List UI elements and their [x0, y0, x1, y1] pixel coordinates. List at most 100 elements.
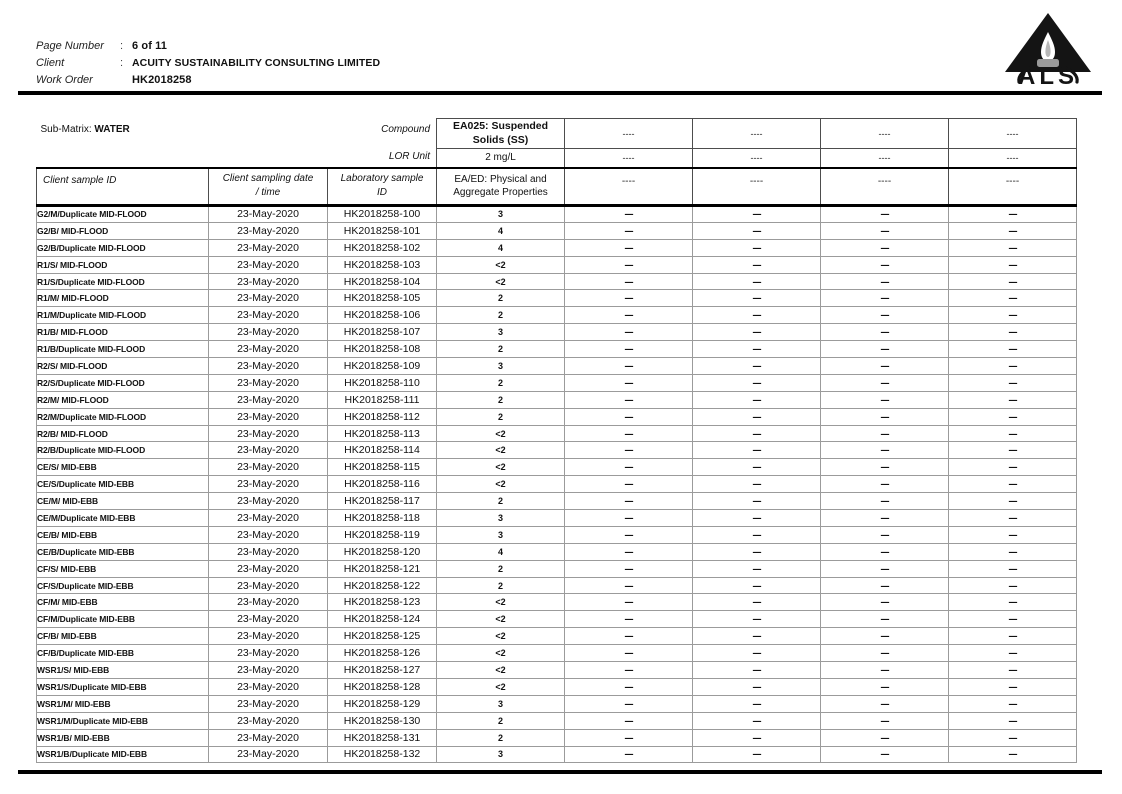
- empty-result-cell: ----: [820, 509, 950, 527]
- client-sample-id-cell: WSR1/M/Duplicate MID-EBB: [36, 711, 209, 730]
- empty-result-cell: ----: [564, 525, 694, 544]
- result-value-cell: 3: [436, 745, 566, 764]
- lab-sample-id-cell: HK2018258-121: [326, 559, 438, 578]
- client-sample-id-cell: R2/M/ MID-FLOOD: [36, 390, 209, 409]
- empty-result-cell: ----: [820, 728, 950, 747]
- table-row: CE/B/Duplicate MID-EBB 23-May-2020 HK20182…: [36, 542, 1078, 561]
- col-header-empty: ----: [820, 166, 950, 207]
- empty-result-cell: ----: [692, 407, 822, 426]
- empty-result-cell: ----: [564, 610, 694, 629]
- work-order-label: Work Order: [36, 74, 93, 86]
- client-sample-id-cell: CF/B/Duplicate MID-EBB: [36, 644, 209, 663]
- lab-sample-id-cell: HK2018258-105: [326, 289, 438, 308]
- page-number-row: Page Number : 6 of 11: [36, 40, 736, 57]
- table-row: CE/B/ MID-EBB 23-May-2020 HK2018258-119 3 --…: [36, 525, 1078, 544]
- page-number-label: Page Number: [36, 40, 104, 52]
- table-row: CE/M/ MID-EBB 23-May-2020 HK2018258-117 2 --…: [36, 492, 1078, 511]
- table-row: WSR1/S/ MID-EBB 23-May-2020 HK2018258-127 <…: [36, 661, 1078, 679]
- lor-unit-row: LOR Unit 2 mg/L ---- ---- ---- ----: [37, 148, 1078, 168]
- empty-result-cell: ----: [948, 255, 1078, 274]
- empty-result-cell: ----: [820, 542, 950, 561]
- client-sample-id-cell: WSR1/M/ MID-EBB: [36, 694, 209, 713]
- empty-result-cell: ----: [692, 238, 822, 257]
- sampling-date-cell: 23-May-2020: [208, 205, 328, 223]
- table-row: R2/M/ MID-FLOOD 23-May-2020 HK2018258-111 2…: [36, 390, 1078, 409]
- empty-result-cell: ----: [692, 559, 822, 578]
- empty-result-cell: ----: [692, 373, 822, 392]
- sampling-date-cell: 23-May-2020: [208, 357, 328, 375]
- sampling-date-cell: 23-May-2020: [208, 373, 328, 392]
- result-value-cell: 3: [436, 509, 566, 527]
- empty-result-cell: ----: [692, 340, 822, 359]
- client-sample-id-cell: CE/S/ MID-EBB: [36, 458, 209, 477]
- table-row: G2/M/Duplicate MID-FLOOD 23-May-2020 HK201…: [36, 205, 1078, 223]
- client-sample-id-cell: R2/S/ MID-FLOOD: [36, 357, 209, 375]
- empty-result-cell: ----: [948, 357, 1078, 375]
- empty-result-cell: ----: [948, 458, 1078, 477]
- empty-result-cell: ----: [564, 407, 694, 426]
- empty-result-cell: ----: [820, 610, 950, 629]
- empty-result-cell: ----: [692, 711, 822, 730]
- table-row: R1/B/ MID-FLOOD 23-May-2020 HK2018258-107 3…: [36, 323, 1078, 342]
- empty-result-cell: ----: [692, 576, 822, 595]
- sampling-date-cell: 23-May-2020: [208, 407, 328, 426]
- empty-result-cell: ----: [564, 711, 694, 730]
- result-value-cell: 4: [436, 542, 566, 561]
- lab-sample-id-cell: HK2018258-117: [326, 492, 438, 511]
- work-order-row: Work Order HK2018258: [36, 74, 736, 91]
- result-value-cell: 4: [436, 221, 566, 240]
- sampling-date-cell: 23-May-2020: [208, 627, 328, 646]
- empty-result-cell: ----: [948, 661, 1078, 679]
- compound-label: Compound: [381, 123, 431, 135]
- empty-result-cell: ----: [692, 357, 822, 375]
- sub-matrix-label: Sub-Matrix:: [40, 123, 92, 135]
- result-value-cell: 2: [436, 492, 566, 511]
- empty-result-cell: ----: [820, 272, 950, 291]
- lab-sample-id-cell: HK2018258-111: [326, 390, 438, 409]
- column-header-row: Client sample ID Client sampling date / …: [36, 166, 1078, 207]
- empty-result-cell: ----: [820, 644, 950, 663]
- empty-result-cell: ----: [692, 509, 822, 527]
- sampling-date-cell: 23-May-2020: [208, 644, 328, 663]
- header-divider: [18, 91, 1102, 95]
- table-row: CF/B/ MID-EBB 23-May-2020 HK2018258-125 <2-…: [36, 627, 1078, 646]
- lab-sample-id-cell: HK2018258-129: [326, 694, 438, 713]
- result-value-cell: 2: [436, 289, 566, 308]
- lab-sample-id-cell: HK2018258-124: [326, 610, 438, 629]
- empty-result-cell: ----: [692, 525, 822, 544]
- table-row: CE/M/Duplicate MID-EBB 23-May-2020 HK20182…: [36, 509, 1078, 527]
- empty-result-cell: ----: [564, 238, 694, 257]
- empty-result-cell: ----: [692, 424, 822, 443]
- empty-result-cell: ----: [948, 677, 1078, 696]
- empty-result-cell: ----: [948, 441, 1078, 460]
- result-value-cell: <2: [436, 627, 566, 646]
- sampling-date-cell: 23-May-2020: [208, 475, 328, 494]
- sampling-date-cell: 23-May-2020: [208, 711, 328, 730]
- sampling-date-cell: 23-May-2020: [208, 593, 328, 612]
- table-row: WSR1/S/Duplicate MID-EBB 23-May-2020 HK201…: [36, 677, 1078, 696]
- empty-result-cell: ----: [564, 373, 694, 392]
- lab-sample-id-cell: HK2018258-126: [326, 644, 438, 663]
- client-sample-id-cell: R1/M/Duplicate MID-FLOOD: [36, 306, 209, 325]
- empty-result-cell: ----: [948, 728, 1078, 747]
- client-sample-id-cell: R1/S/Duplicate MID-FLOOD: [36, 272, 209, 291]
- client-sample-id-cell: G2/B/ MID-FLOOD: [36, 221, 209, 240]
- client-label: Client: [36, 57, 65, 69]
- empty-result-cell: ----: [820, 306, 950, 325]
- compound-empty-cell: ----: [820, 118, 950, 149]
- lor-empty-cell: ----: [820, 148, 950, 168]
- empty-result-cell: ----: [820, 593, 950, 612]
- empty-result-cell: ----: [692, 390, 822, 409]
- client-sample-id-cell: R2/M/Duplicate MID-FLOOD: [36, 407, 209, 426]
- empty-result-cell: ----: [948, 390, 1078, 409]
- lor-empty-cell: ----: [692, 148, 822, 168]
- table-row: R1/S/ MID-FLOOD 23-May-2020 HK2018258-103 <…: [36, 255, 1078, 274]
- table-row: R2/S/Duplicate MID-FLOOD 23-May-2020 HK201…: [36, 373, 1078, 392]
- lab-sample-id-cell: HK2018258-101: [326, 221, 438, 240]
- empty-result-cell: ----: [692, 610, 822, 629]
- lab-sample-id-cell: HK2018258-119: [326, 525, 438, 544]
- result-value-cell: 2: [436, 340, 566, 359]
- footer-divider: [18, 770, 1102, 774]
- empty-result-cell: ----: [948, 644, 1078, 663]
- empty-result-cell: ----: [820, 441, 950, 460]
